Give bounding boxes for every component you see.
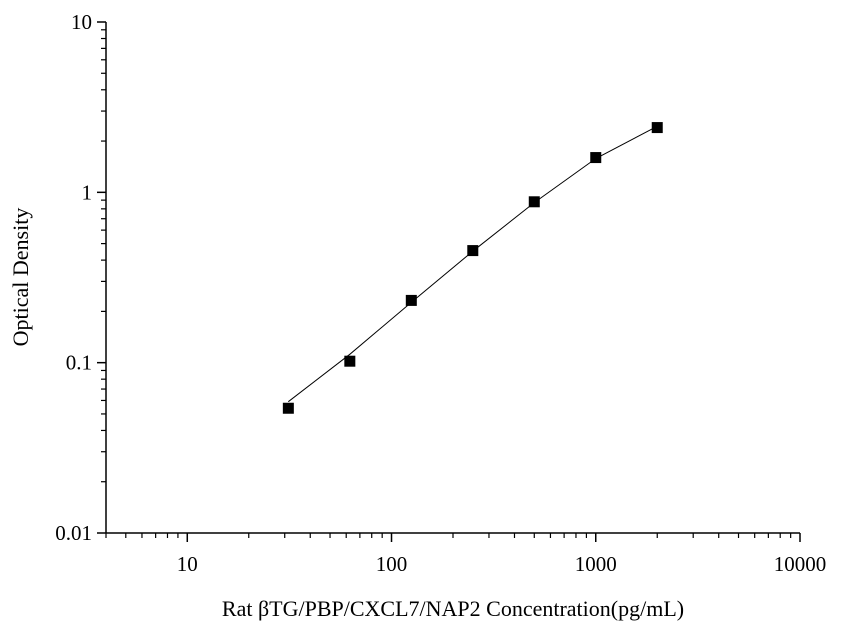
data-points [282, 122, 663, 414]
data-point [590, 152, 602, 164]
data-point [467, 245, 479, 257]
fit-curve-layer [287, 125, 658, 403]
x-tick-label: 10000 [774, 552, 827, 576]
data-point [344, 355, 356, 367]
data-point [651, 122, 663, 134]
data-point [405, 294, 417, 306]
x-tick-label: 100 [376, 552, 408, 576]
tick-labels: 10 100 1000 10000 0.01 0.1 1 10 [55, 10, 826, 576]
y-tick-label: 10 [71, 10, 92, 34]
data-point [528, 196, 540, 208]
y-tick-label: 0.1 [66, 351, 92, 375]
data-point [282, 402, 294, 414]
axes [97, 21, 801, 542]
y-tick-label: 0.01 [55, 521, 92, 545]
fit-curve-line [287, 125, 658, 403]
x-axis-title: Rat βTG/PBP/CXCL7/NAP2 Concentration(pg/… [222, 596, 684, 621]
y-axis-title: Optical Density [8, 208, 33, 347]
x-tick-label: 1000 [575, 552, 617, 576]
y-tick-label: 1 [82, 180, 93, 204]
x-tick-label: 10 [177, 552, 198, 576]
